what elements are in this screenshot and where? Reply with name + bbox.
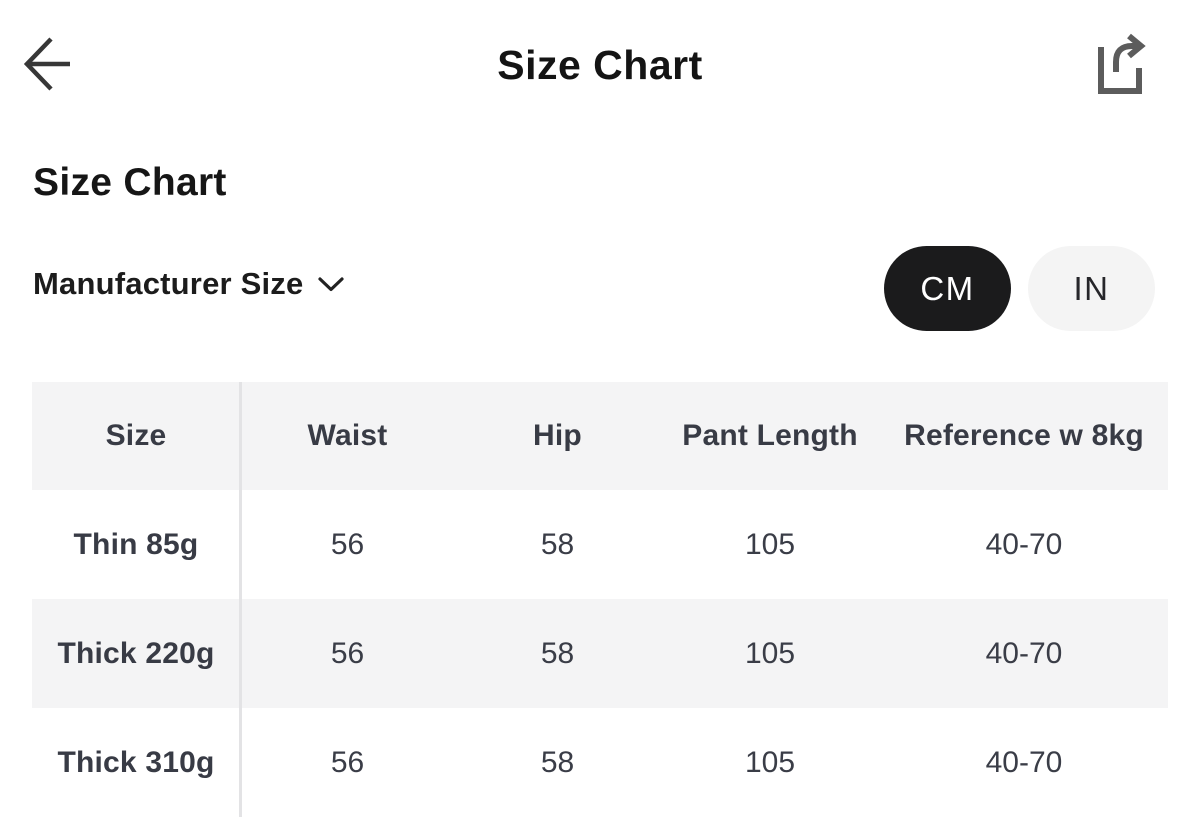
manufacturer-size-dropdown[interactable]: Manufacturer Size — [33, 266, 345, 302]
manufacturer-size-label: Manufacturer Size — [33, 266, 304, 301]
row-size-label: Thick 310g — [57, 745, 215, 779]
cell-hip: 58 — [540, 745, 575, 779]
share-icon — [1098, 33, 1146, 94]
unit-in-button[interactable]: IN — [1028, 246, 1155, 331]
column-header-hip: Hip — [533, 419, 582, 452]
column-header-pant-length: Pant Length — [682, 419, 858, 452]
unit-toggle: CM IN — [884, 246, 1155, 331]
cell-hip: 58 — [540, 527, 575, 561]
table-row: Thick 310g 56 58 105 40-70 — [32, 708, 1168, 817]
cell-reference: 40-70 — [985, 636, 1063, 670]
page-title: Size Chart — [497, 42, 703, 88]
table-header-row: Size Waist Hip Pant Length Reference w 8… — [32, 382, 1168, 490]
column-header-reference: Reference w 8kg — [904, 419, 1144, 452]
section-heading: Size Chart — [33, 161, 227, 204]
chevron-down-icon — [318, 276, 345, 291]
cell-hip: 58 — [540, 636, 575, 670]
share-button[interactable] — [1090, 30, 1150, 100]
cell-reference: 40-70 — [985, 527, 1063, 561]
row-size-label: Thick 220g — [57, 636, 215, 670]
row-size-label: Thin 85g — [73, 527, 199, 561]
cell-waist: 56 — [330, 636, 365, 670]
arrow-left-icon — [23, 37, 70, 91]
cell-waist: 56 — [330, 745, 365, 779]
cell-pant-length: 105 — [744, 527, 796, 561]
cell-reference: 40-70 — [985, 745, 1063, 779]
table-row: Thick 220g 56 58 105 40-70 — [32, 599, 1168, 708]
cell-pant-length: 105 — [744, 636, 796, 670]
cell-waist: 56 — [330, 527, 365, 561]
column-header-size: Size — [105, 419, 167, 452]
size-table: Size Waist Hip Pant Length Reference w 8… — [32, 382, 1168, 817]
top-bar: Size Chart — [0, 0, 1200, 130]
cell-pant-length: 105 — [744, 745, 796, 779]
table-row: Thin 85g 56 58 105 40-70 — [32, 490, 1168, 599]
back-button[interactable] — [20, 33, 78, 95]
unit-cm-button[interactable]: CM — [884, 246, 1011, 331]
column-header-waist: Waist — [307, 419, 388, 452]
